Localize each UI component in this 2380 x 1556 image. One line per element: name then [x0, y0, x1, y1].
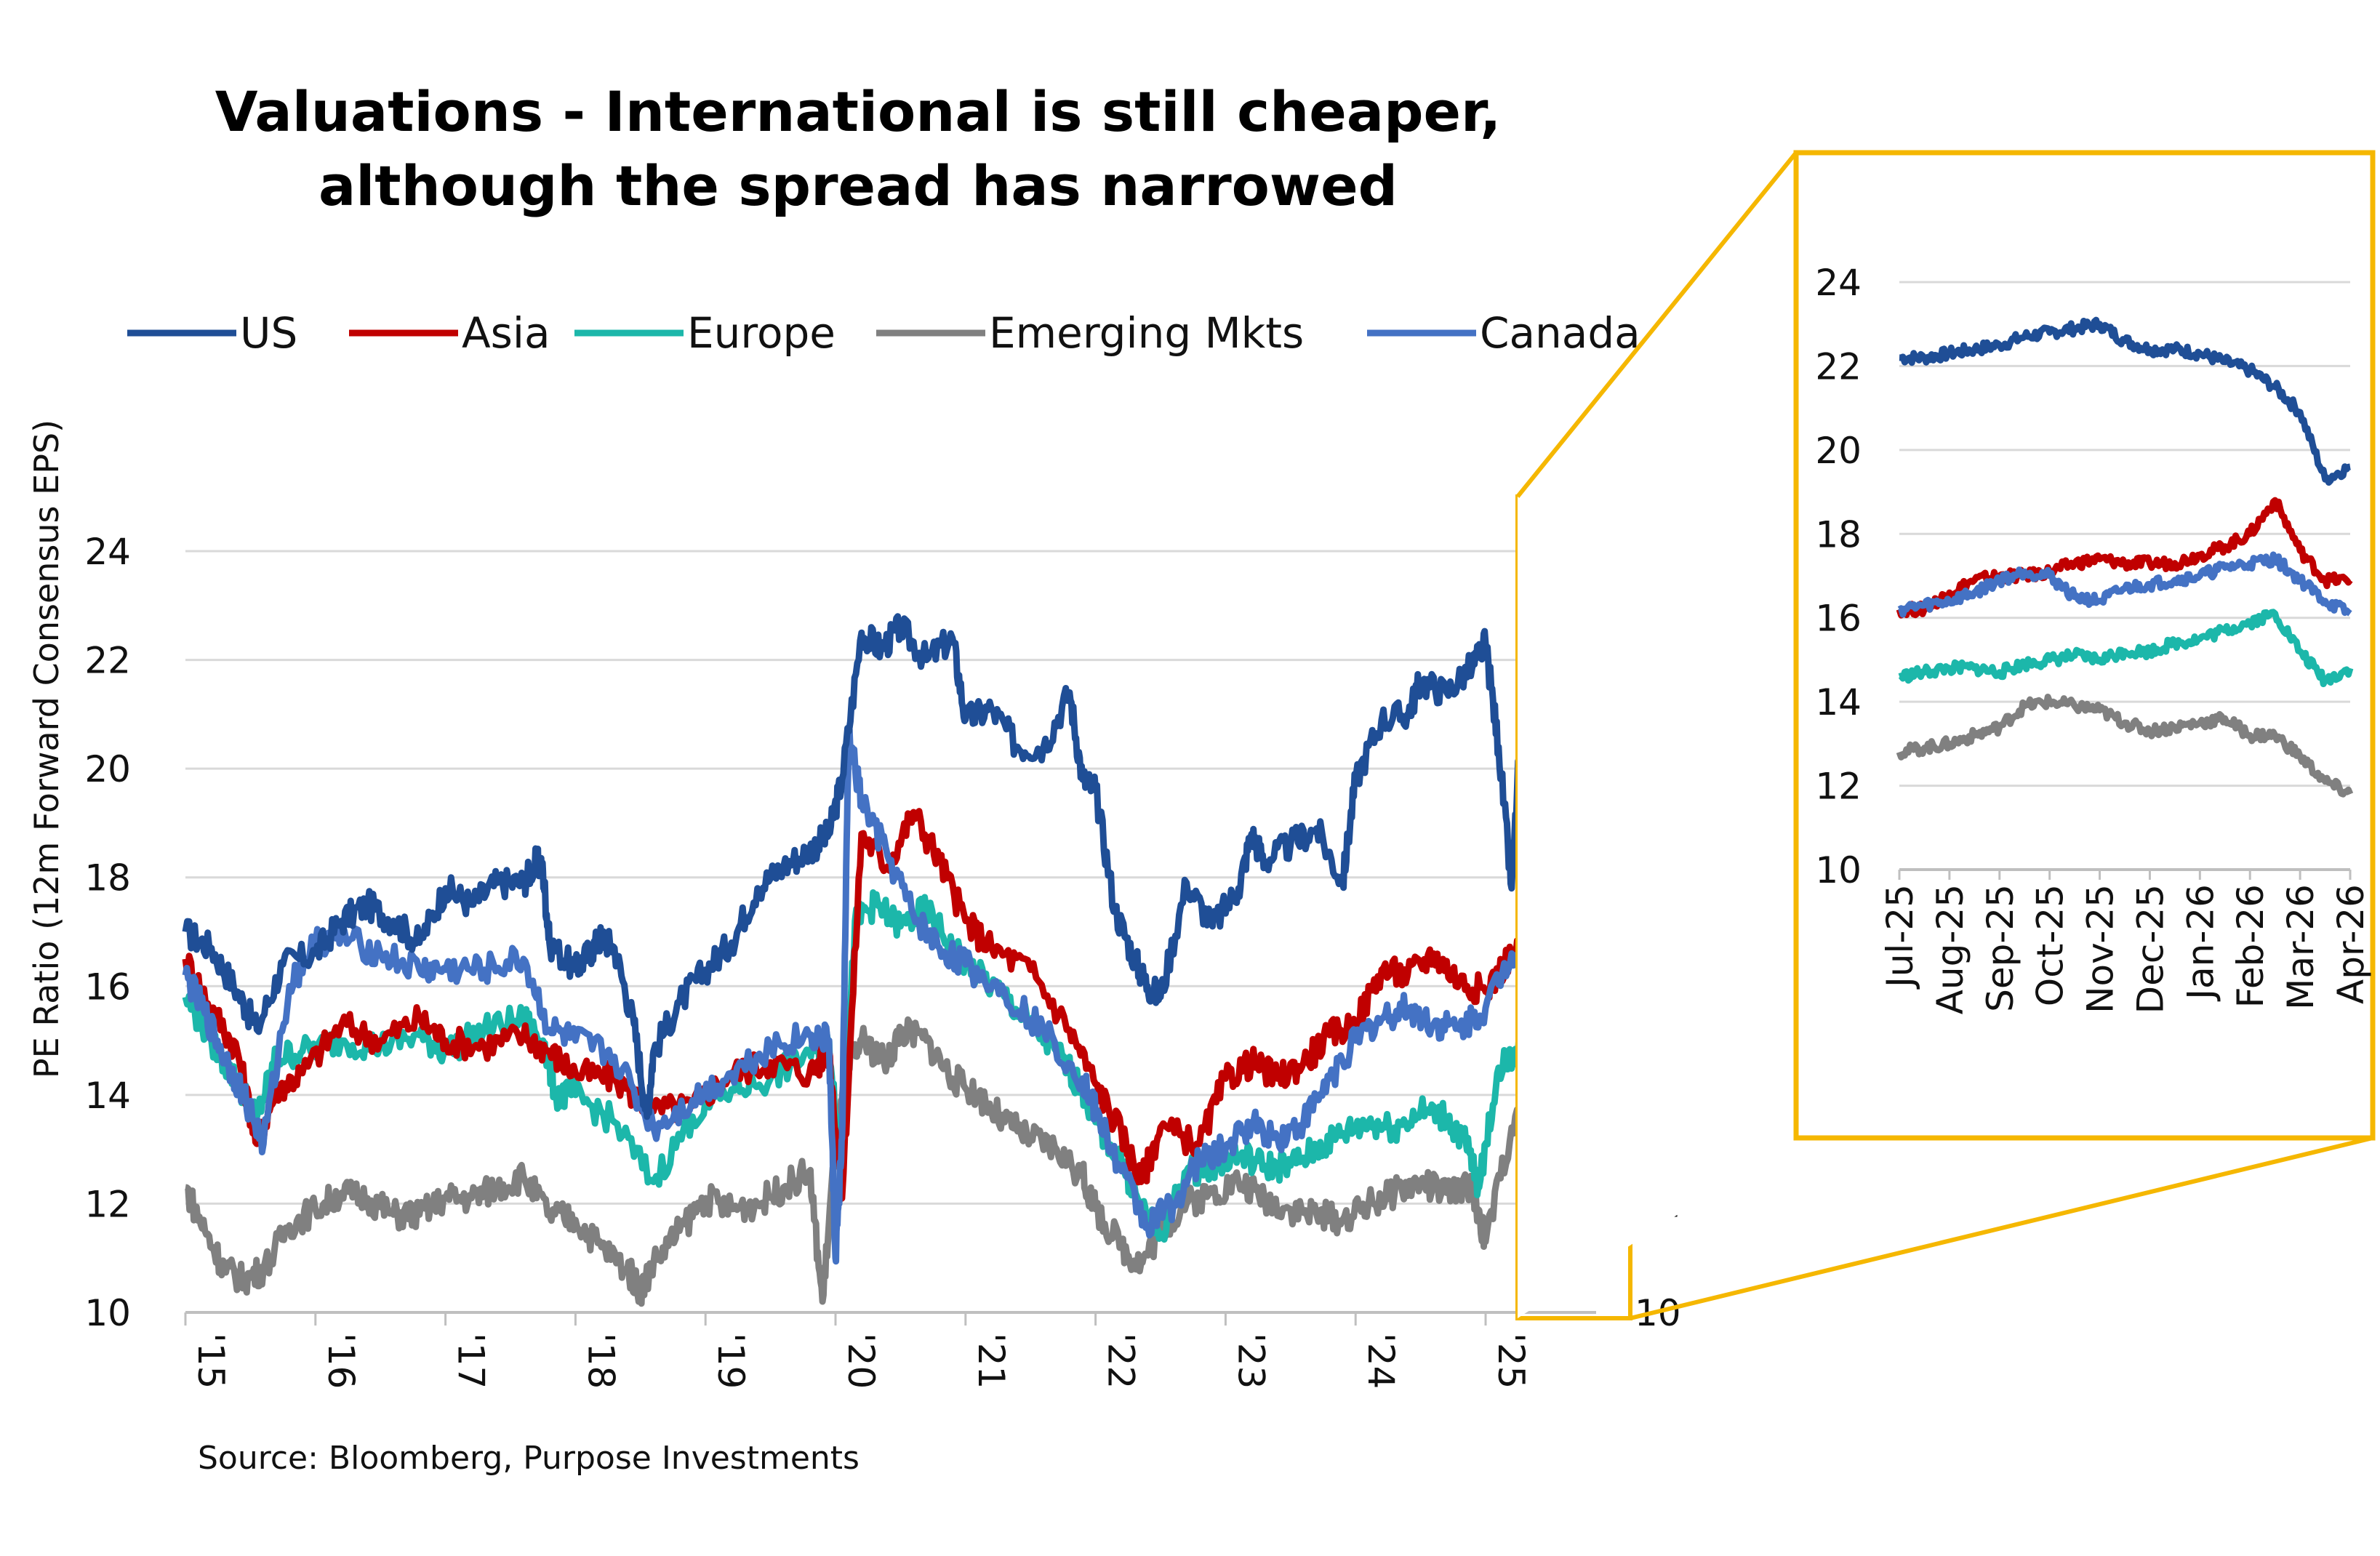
main-series-emerging-mkts — [183, 1016, 1592, 1307]
main-y-tick-left: 20 — [84, 748, 131, 790]
y-axis-label: PE Ratio (12m Forward Consensus EPS) — [27, 420, 66, 1078]
main-x-tick: '15 — [190, 1333, 232, 1389]
main-chart: 10121416182022241012141618202224'15'16'1… — [84, 494, 1681, 1389]
legend-label-asia: Asia — [462, 308, 550, 358]
main-y-tick-left: 10 — [84, 1292, 131, 1334]
zoom-connector-top — [1515, 151, 1798, 498]
chart-title-line-1: Valuations - International is still chea… — [215, 79, 1501, 144]
legend-label-canada: Canada — [1480, 308, 1640, 358]
inset-x-tick: Sep-25 — [1979, 884, 2022, 1012]
inset-x-tick: Nov-25 — [2080, 884, 2122, 1014]
main-x-tick: '18 — [580, 1333, 622, 1389]
inset-x-tick: Jan-26 — [2179, 884, 2221, 1002]
inset-x-tick: Dec-25 — [2129, 884, 2171, 1014]
inset-frame — [1793, 150, 2376, 1141]
inset-x-tick: Oct-25 — [2030, 884, 2072, 1006]
inset-x-tick: Aug-25 — [1929, 884, 1971, 1014]
inset-x-tick: Mar-26 — [2280, 884, 2322, 1010]
main-x-tick: '25 — [1490, 1333, 1532, 1389]
main-x-tick: '21 — [970, 1333, 1012, 1389]
inset-y-tick: 12 — [1815, 766, 1862, 808]
zoom-connector-fill — [1518, 153, 1796, 1318]
inset-series-us — [1898, 316, 2352, 486]
inset-y-tick: 18 — [1815, 513, 1862, 556]
main-x-tick: '16 — [320, 1333, 362, 1389]
main-x-tick: '20 — [840, 1333, 882, 1389]
legend: US Asia Europe Emerging Mkts Canada — [127, 308, 1640, 358]
main-y-tick-left: 16 — [84, 966, 131, 1008]
inset-series-europe — [1898, 609, 2354, 688]
legend-label-us: US — [240, 308, 297, 358]
main-x-tick: '22 — [1100, 1333, 1142, 1389]
inset-x-tick: Feb-26 — [2229, 884, 2272, 1008]
main-x-tick: '17 — [450, 1333, 492, 1389]
main-series-canada — [182, 726, 1593, 1265]
inset-y-tick: 24 — [1815, 262, 1862, 304]
inset-series-canada — [1897, 551, 2352, 618]
inset-y-tick: 20 — [1815, 430, 1862, 472]
main-y-tick-left: 24 — [84, 531, 131, 573]
main-y-tick-left: 12 — [84, 1183, 131, 1225]
inset-x-tick: Apr-26 — [2330, 884, 2372, 1004]
zoom-connectors — [1515, 151, 2373, 1320]
zoom-connector-bottom — [1630, 1136, 2373, 1320]
inset-y-tick: 14 — [1815, 681, 1862, 723]
main-series-asia — [182, 808, 1593, 1203]
inset-y-tick: 10 — [1815, 849, 1862, 891]
inset-chart: 10 12 14 16 18 20 22 24 Jul-25 Aug-25 Sep-25 Oct-25… — [1793, 150, 2376, 1141]
main-series-us — [182, 598, 1593, 1120]
inset-x-tick: Jul-25 — [1879, 884, 1921, 990]
inset-y-tick: 16 — [1815, 598, 1862, 640]
main-y-tick-left: 22 — [84, 640, 131, 682]
main-y-tick-left: 14 — [84, 1075, 131, 1117]
main-x-tick: '19 — [710, 1333, 752, 1389]
inset-y-tick: 22 — [1815, 345, 1862, 388]
main-x-tick: '24 — [1360, 1333, 1402, 1389]
inset-series-asia — [1896, 497, 2353, 619]
inset-series-emerging-mkts — [1896, 694, 2354, 798]
chart-title-line-2: although the spread has narrowed — [318, 153, 1398, 218]
legend-label-europe: Europe — [687, 308, 836, 358]
legend-label-emerging-mkts: Emerging Mkts — [989, 308, 1304, 358]
source-note: Source: Bloomberg, Purpose Investments — [198, 1440, 860, 1477]
main-y-tick-left: 18 — [84, 857, 131, 899]
chart-title: Valuations - International is still chea… — [215, 79, 1501, 218]
main-x-tick: '23 — [1230, 1333, 1272, 1389]
